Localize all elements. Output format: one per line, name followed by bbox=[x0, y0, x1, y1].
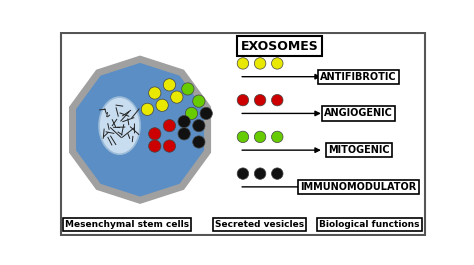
Ellipse shape bbox=[193, 120, 205, 132]
Ellipse shape bbox=[272, 131, 283, 143]
Ellipse shape bbox=[193, 95, 205, 107]
Ellipse shape bbox=[193, 136, 205, 148]
Ellipse shape bbox=[178, 128, 190, 140]
Ellipse shape bbox=[141, 103, 154, 116]
Ellipse shape bbox=[164, 79, 175, 91]
Ellipse shape bbox=[182, 83, 194, 95]
Ellipse shape bbox=[178, 116, 190, 128]
Ellipse shape bbox=[255, 131, 266, 143]
Ellipse shape bbox=[171, 91, 183, 103]
Ellipse shape bbox=[149, 140, 161, 152]
Ellipse shape bbox=[164, 120, 175, 132]
Ellipse shape bbox=[237, 131, 249, 143]
Text: ANTIFIBROTIC: ANTIFIBROTIC bbox=[320, 72, 397, 82]
Text: EXOSOMES: EXOSOMES bbox=[241, 39, 319, 52]
Text: IMMUNOMODULATOR: IMMUNOMODULATOR bbox=[301, 182, 417, 192]
Ellipse shape bbox=[272, 58, 283, 69]
Ellipse shape bbox=[237, 94, 249, 106]
Text: ANGIOGENIC: ANGIOGENIC bbox=[324, 108, 393, 118]
Ellipse shape bbox=[99, 97, 140, 154]
Ellipse shape bbox=[272, 94, 283, 106]
Ellipse shape bbox=[255, 58, 266, 69]
Ellipse shape bbox=[156, 99, 168, 111]
Ellipse shape bbox=[149, 128, 161, 140]
FancyBboxPatch shape bbox=[61, 33, 425, 235]
Ellipse shape bbox=[149, 87, 161, 99]
Ellipse shape bbox=[255, 94, 266, 106]
Polygon shape bbox=[70, 56, 210, 203]
Polygon shape bbox=[77, 64, 203, 196]
Text: Biological functions: Biological functions bbox=[319, 220, 420, 229]
Ellipse shape bbox=[185, 107, 198, 120]
Ellipse shape bbox=[200, 107, 212, 120]
Text: MITOGENIC: MITOGENIC bbox=[328, 145, 390, 155]
Ellipse shape bbox=[255, 168, 266, 179]
Ellipse shape bbox=[237, 58, 249, 69]
Ellipse shape bbox=[237, 168, 249, 179]
Ellipse shape bbox=[164, 140, 175, 152]
Text: Mesenchymal stem cells: Mesenchymal stem cells bbox=[65, 220, 189, 229]
Text: Secreted vesicles: Secreted vesicles bbox=[215, 220, 304, 229]
Ellipse shape bbox=[272, 168, 283, 179]
